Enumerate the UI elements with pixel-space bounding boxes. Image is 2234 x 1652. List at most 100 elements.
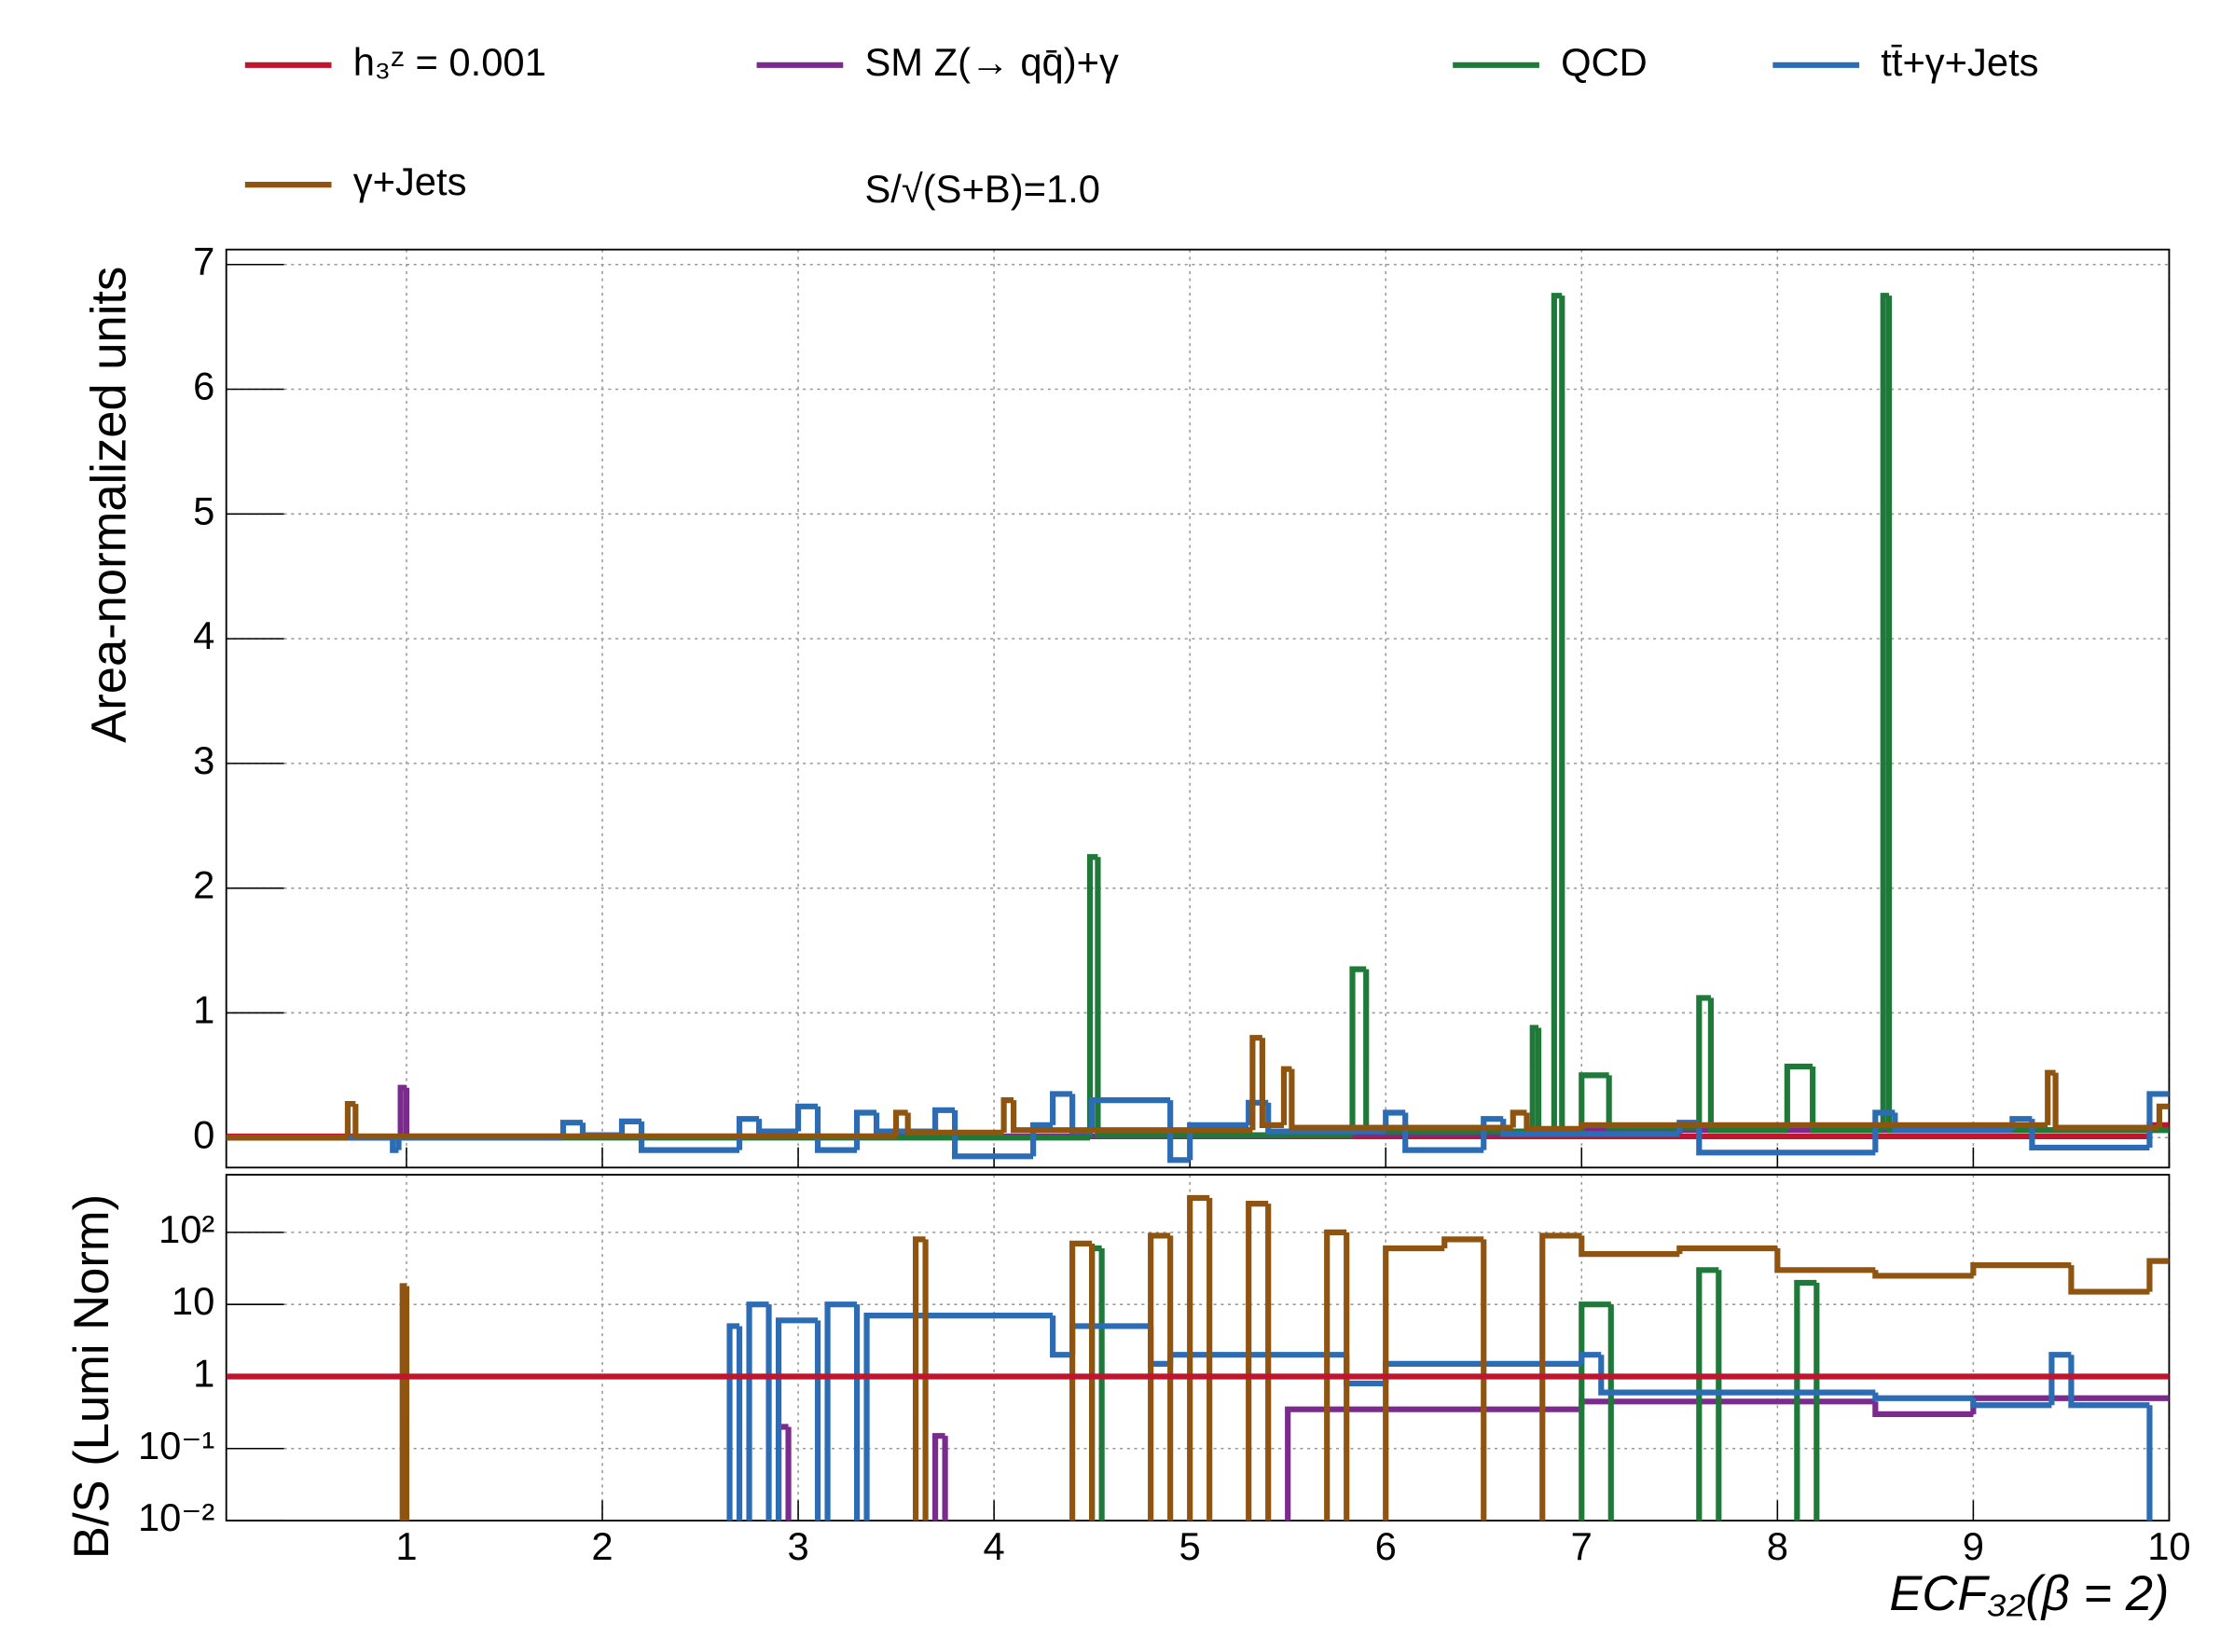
- x-tick-label: 8: [1767, 1524, 1788, 1568]
- histogram-bin: [1892, 1112, 2013, 1134]
- y-tick-label: 10⁻¹: [138, 1424, 214, 1467]
- histogram-bin: [1510, 1109, 1527, 1128]
- histogram-bin: [892, 1109, 908, 1136]
- histogram-bin: [1349, 966, 1367, 1136]
- histogram-bin: [1970, 1397, 2052, 1409]
- histogram-bin: [1539, 1232, 1582, 1521]
- histogram-bin: [912, 1236, 926, 1521]
- histogram-bin: [1089, 1243, 1096, 1521]
- histogram-bin: [746, 1301, 769, 1521]
- histogram-bin: [1324, 1229, 1347, 1521]
- histogram-bin: [618, 1118, 642, 1136]
- x-axis-title: ECF₃₂(β = 2): [1889, 1566, 2169, 1621]
- histogram-bin: [814, 1106, 858, 1153]
- histogram-bin: [1500, 1119, 1680, 1137]
- histogram-bin: [1607, 1304, 1614, 1521]
- histogram-bin: [2146, 1405, 2153, 1521]
- histogram-bin: [1383, 1245, 1445, 1521]
- histogram-bin: [2156, 1103, 2170, 1128]
- plot-frame: [225, 1174, 2171, 1522]
- histogram-bin: [1280, 1066, 1292, 1125]
- histogram-bin: [2068, 1355, 2150, 1409]
- y-tick-label: 0: [193, 1112, 214, 1156]
- histogram-bin: [1187, 1194, 1210, 1521]
- histogram-bin: [1259, 1038, 1284, 1128]
- histogram-bin: [344, 1101, 356, 1138]
- histogram-bin: [2052, 1072, 2159, 1131]
- histogram-bin: [1069, 1240, 1093, 1521]
- y-tick-label: 10⁻²: [138, 1495, 214, 1539]
- plot-frame: [225, 248, 2171, 1169]
- histogram-bin: [775, 1317, 819, 1521]
- histogram-bin: [1872, 1392, 1974, 1401]
- histogram-bin: [1265, 1102, 1386, 1135]
- plot-area: [226, 1194, 2170, 1521]
- y-tick-label: 1: [193, 987, 214, 1031]
- x-tick-label: 1: [395, 1524, 417, 1568]
- histogram-bin: [352, 1104, 897, 1140]
- histogram-bin: [559, 1120, 583, 1138]
- histogram-bin: [1095, 857, 1353, 1138]
- x-tick-label: 6: [1375, 1524, 1397, 1568]
- legend-label: h₃ᶻ = 0.001: [353, 40, 546, 84]
- histogram-bin: [1551, 293, 1563, 1132]
- histogram-bin: [931, 1107, 956, 1132]
- histogram-bin: [814, 1320, 821, 1521]
- histogram-bin: [403, 1286, 410, 1521]
- y-tick-label: 5: [193, 489, 214, 532]
- histogram-bin: [1050, 1315, 1073, 1358]
- histogram-bin: [736, 1116, 760, 1150]
- legend-label: tt̄+γ+Jets: [1881, 40, 2038, 84]
- y-tick-label: 2: [193, 863, 214, 907]
- histogram-bin: [931, 1433, 945, 1521]
- histogram-bin: [1774, 1248, 1876, 1273]
- x-tick-label: 10: [2147, 1524, 2190, 1568]
- histogram-bin: [1813, 1282, 1820, 1521]
- histogram-bin: [1970, 1262, 2072, 1276]
- histogram-bin: [1030, 1122, 1054, 1157]
- histogram-bin: [1810, 1066, 1883, 1134]
- histogram-bin: [1187, 1122, 1249, 1161]
- histogram-bin: [765, 1304, 772, 1521]
- y-tick-label: 6: [193, 365, 214, 408]
- histogram-bin: [853, 1304, 861, 1521]
- legend-label: γ+Jets: [353, 159, 467, 203]
- histogram-bin: [1872, 1401, 1974, 1417]
- histogram-bin: [2048, 1352, 2072, 1406]
- histogram-bin: [1167, 1100, 1191, 1163]
- histogram-bin: [1481, 1239, 1487, 1521]
- histogram-bin: [794, 1103, 819, 1132]
- y-tick-label: 3: [193, 738, 214, 782]
- annotation: S/√(S+B)=1.0: [864, 167, 1099, 211]
- histogram-bin: [1249, 1035, 1262, 1131]
- histogram-bin: [824, 1301, 858, 1521]
- histogram-bin: [1579, 1072, 1609, 1132]
- histogram-bin: [1579, 1301, 1611, 1521]
- histogram-bin: [942, 1436, 948, 1521]
- histogram-bin: [1207, 1197, 1213, 1521]
- histogram-bin: [1265, 1204, 1272, 1521]
- histogram-bin: [1579, 1122, 2048, 1129]
- y-axis-title: Area-normalized units: [81, 267, 136, 743]
- histogram-bin: [1167, 1235, 1174, 1521]
- histogram-bin: [952, 1109, 1034, 1160]
- x-tick-label: 2: [591, 1524, 613, 1568]
- histogram-bin: [1579, 1352, 1602, 1364]
- histogram-bin: [1598, 1355, 1876, 1396]
- histogram-bin: [2029, 1119, 2150, 1151]
- histogram-bin: [1524, 1112, 1582, 1132]
- histogram-bin: [1784, 1063, 1813, 1131]
- histogram-bin: [736, 1326, 743, 1521]
- histogram-bin: [1086, 854, 1098, 1138]
- histogram-bin: [904, 1112, 1004, 1136]
- histogram-bin: [726, 1323, 740, 1521]
- x-tick-label: 7: [1571, 1524, 1593, 1568]
- histogram-bin: [755, 1119, 799, 1135]
- histogram-bin: [1529, 1025, 1539, 1132]
- histogram-bin: [638, 1121, 740, 1153]
- histogram-bin: [2068, 1265, 2150, 1295]
- histogram-bin: [1696, 1267, 1719, 1521]
